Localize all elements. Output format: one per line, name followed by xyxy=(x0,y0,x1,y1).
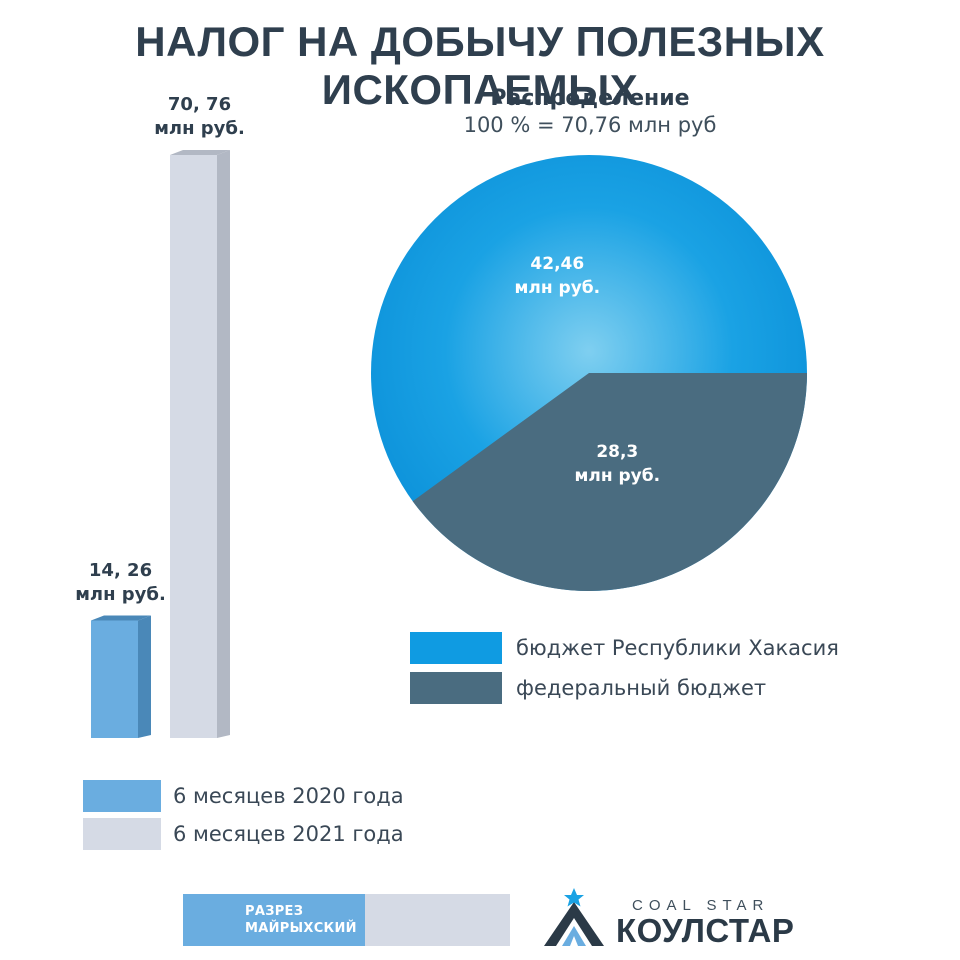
bar-data-label-2021: 70, 76 млн руб. xyxy=(154,94,245,139)
bar-side-0 xyxy=(138,615,151,738)
page-title: НАЛОГ НА ДОБЫЧУ ПОЛЕЗНЫХ ИСКОПАЕМЫХ xyxy=(135,18,825,113)
bar-legend-item-2021: 6 месяцев 2021 года xyxy=(83,818,404,850)
bar-0 xyxy=(91,620,138,738)
section-banner: РАЗРЕЗ МАЙРЫХСКИЙ xyxy=(183,894,510,946)
pie-subtitle: 100 % = 70,76 млн руб xyxy=(463,113,717,137)
bar-legend-item-2020: 6 месяцев 2020 года xyxy=(83,780,404,812)
section-banner-blue: РАЗРЕЗ МАЙРЫХСКИЙ xyxy=(183,894,365,946)
section-banner-label: РАЗРЕЗ МАЙРЫХСКИЙ xyxy=(245,904,357,936)
legend-label: бюджет Республики Хакасия xyxy=(516,636,839,660)
bar-1 xyxy=(170,155,217,738)
legend-swatch xyxy=(410,672,502,704)
pie-header: Распределение 100 % = 70,76 млн руб xyxy=(395,86,785,137)
legend-swatch xyxy=(83,780,161,812)
bar-data-label-2020: 14, 26 млн руб. xyxy=(75,559,166,605)
logo-subtitle: COAL STAR xyxy=(632,897,770,914)
legend-label: 6 месяцев 2020 года xyxy=(173,784,404,808)
legend-label: 6 месяцев 2021 года xyxy=(173,822,404,846)
pie-title: Распределение xyxy=(490,86,690,111)
legend-swatch xyxy=(410,632,502,664)
legend-swatch xyxy=(83,818,161,850)
star-mountain-logo-icon xyxy=(544,888,604,946)
bar-side-1 xyxy=(217,150,230,738)
bar-top-1 xyxy=(170,150,230,155)
bar-top-0 xyxy=(91,615,151,621)
pie-data-label-khakassia: 42,46 млн руб. xyxy=(514,253,601,298)
legend-label: федеральный бюджет xyxy=(516,676,767,700)
pie-data-label-federal: 28,3 млн руб. xyxy=(574,442,661,487)
logo-wordmark: КОУЛСТАР xyxy=(616,912,795,949)
pie-slice-federal xyxy=(412,373,807,591)
pie-legend-item-federal: федеральный бюджет xyxy=(410,672,766,704)
pie-legend-item-khakassia: бюджет Республики Хакасия xyxy=(410,632,839,664)
